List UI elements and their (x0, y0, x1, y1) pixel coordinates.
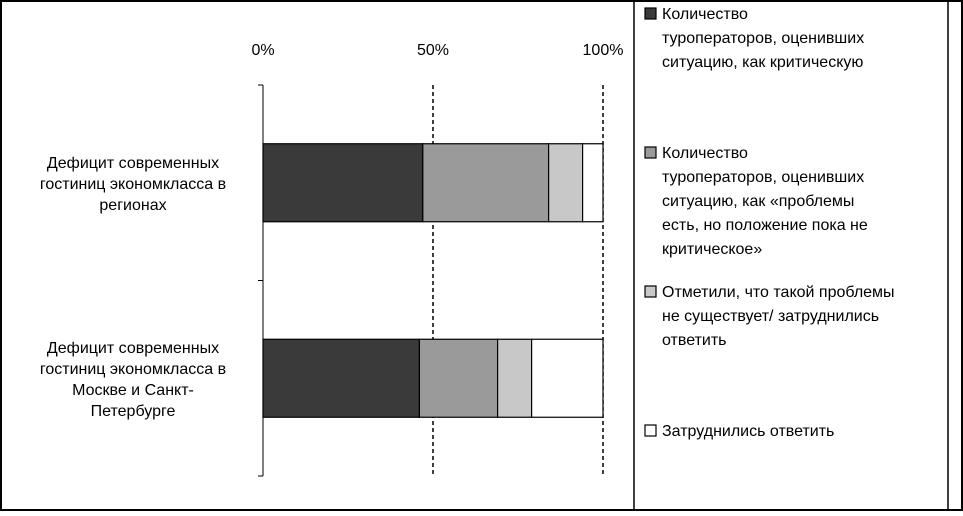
plot-area: 0% 50% 100% Дефицит современных гостиниц эко… (40, 42, 624, 477)
legend-swatch-1 (644, 146, 657, 159)
category-label-1-line-0: Дефицит современных (47, 340, 219, 357)
bar-segment-cat1-series2 (497, 338, 533, 418)
category-label-0-line-1: гостиниц экономкласса в (40, 176, 226, 193)
legend-label-0-line-0: Количество (662, 6, 748, 23)
legend-swatch-2 (644, 285, 657, 298)
legend-label-1-line-3: есть, но положение пока не (662, 217, 868, 234)
legend-label-1-line-2: ситуацию, как «проблемы (662, 193, 854, 210)
category-label-1-line-2: Москве и Санкт- (72, 382, 194, 399)
legend-label-3-line-0: Затруднились ответить (662, 423, 834, 440)
legend-label-2-line-1: не существует/ затруднились (662, 308, 879, 325)
category-label-1: Дефицит современных гостиниц экономкласса… (40, 340, 226, 420)
category-label-0-line-2: регионах (99, 197, 166, 214)
category-label-1-line-3: Петербурге (91, 403, 176, 420)
bar-segment-cat0-series1 (422, 143, 550, 223)
x-tick-label-0: 0% (251, 42, 274, 59)
x-tick-label-2: 100% (583, 42, 624, 59)
legend-label-2: Отметили, что такой проблемы не существуе… (662, 284, 895, 349)
legend-label-1: Количество туроператоров, оценивших ситуац… (662, 145, 868, 258)
bar-segment-cat0-series0 (262, 143, 424, 223)
legend: Количество туроператоров, оценивших ситуац… (644, 6, 895, 440)
legend-label-1-line-0: Количество (662, 145, 748, 162)
bar-segment-cat0-series2 (547, 143, 584, 223)
bar-segment-cat1-series0 (262, 338, 420, 418)
legend-swatch-3 (644, 424, 657, 437)
category-label-1-line-1: гостиниц экономкласса в (40, 361, 226, 378)
category-label-0: Дефицит современных гостиниц экономкласса… (40, 155, 226, 214)
bar-segment-cat1-series1 (418, 338, 499, 418)
bar-segment-cat1-series3 (530, 338, 604, 418)
legend-label-0-line-1: туроператоров, оценивших (662, 30, 864, 47)
x-tick-label-1: 50% (417, 42, 449, 59)
legend-label-1-line-1: туроператоров, оценивших (662, 169, 864, 186)
legend-label-0-line-2: ситуацию, как критическую (662, 54, 863, 71)
legend-label-3: Затруднились ответить (662, 423, 834, 440)
legend-label-1-line-4: критическое» (662, 241, 762, 258)
legend-label-0: Количество туроператоров, оценивших ситуац… (662, 6, 864, 71)
category-label-0-line-0: Дефицит современных (47, 155, 219, 172)
legend-label-2-line-0: Отметили, что такой проблемы (662, 284, 895, 301)
legend-swatch-0 (644, 7, 657, 20)
bar-segment-cat0-series3 (581, 143, 604, 223)
legend-label-2-line-2: ответить (662, 332, 727, 349)
